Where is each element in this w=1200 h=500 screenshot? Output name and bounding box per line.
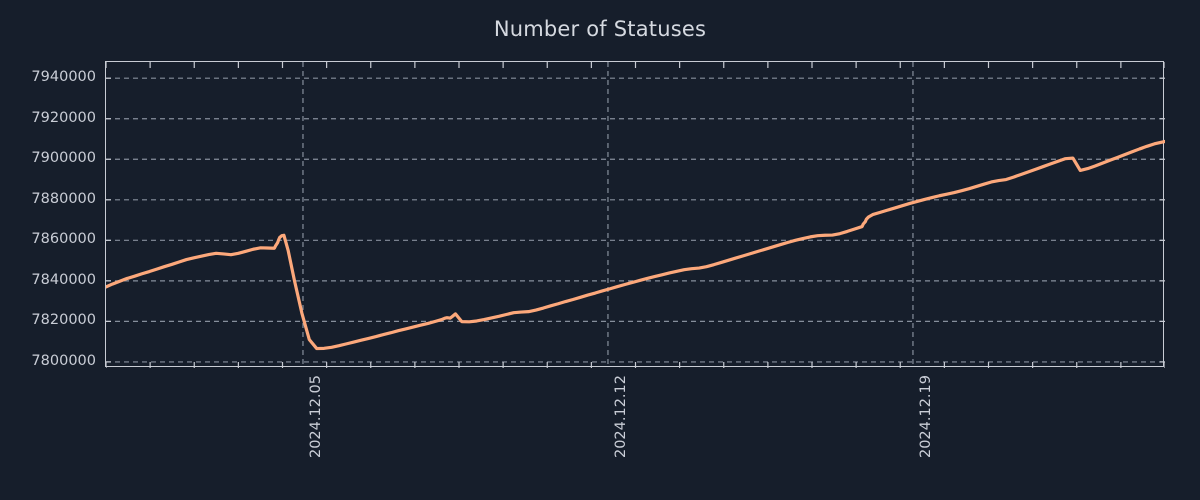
chart-plot-svg bbox=[106, 62, 1165, 368]
y-axis-tick-label: 7840000 bbox=[31, 271, 96, 288]
y-axis-tick-label: 7860000 bbox=[31, 231, 96, 248]
horizontal-gridlines bbox=[106, 77, 1165, 363]
top-axis-tick-marks bbox=[106, 62, 1165, 68]
x-axis-tick-label: 2024.12.12 bbox=[612, 375, 629, 459]
plot-area bbox=[105, 61, 1165, 368]
bottom-axis-tick-marks bbox=[106, 362, 1165, 368]
data-series-line bbox=[106, 139, 1165, 351]
y-axis-tick-label: 7940000 bbox=[31, 69, 96, 86]
y-axis-tick-labels: 7940000 7920000 7900000 7880000 7860000 78400… bbox=[0, 0, 96, 500]
y-axis-tick-label: 7920000 bbox=[31, 109, 96, 126]
left-axis-tick-marks bbox=[106, 77, 111, 363]
page-title: Number of Statuses bbox=[493, 17, 707, 41]
y-axis-tick-label: 7800000 bbox=[31, 352, 96, 369]
right-axis-tick-marks bbox=[1160, 77, 1165, 363]
y-axis-tick-label: 7900000 bbox=[31, 150, 96, 167]
y-axis-tick-label: 7880000 bbox=[31, 190, 96, 207]
y-axis-tick-label: 7820000 bbox=[31, 312, 96, 329]
x-axis-tick-label: 2024.12.19 bbox=[917, 375, 934, 459]
x-axis-tick-label: 2024.12.05 bbox=[307, 375, 324, 459]
